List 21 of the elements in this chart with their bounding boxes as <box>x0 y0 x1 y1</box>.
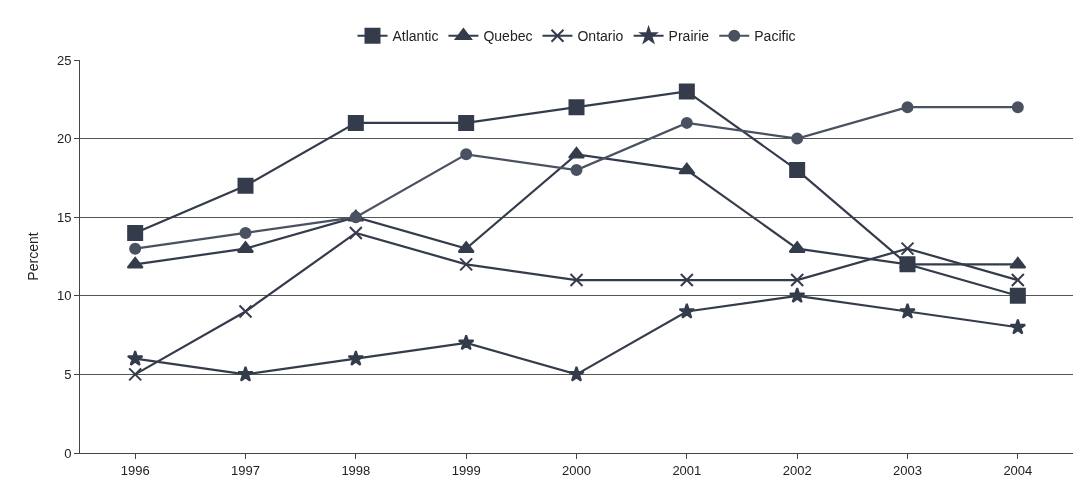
x-tick-label: 2004 <box>1003 462 1033 478</box>
x-tick-label: 1997 <box>231 462 260 478</box>
x-tick-label: 2003 <box>893 462 922 478</box>
y-tick-label: 15 <box>56 209 72 225</box>
legend-label: Ontario <box>577 28 624 45</box>
y-tick-label: 5 <box>64 366 72 382</box>
y-tick-label: 20 <box>56 131 72 147</box>
x-tick-label: 2002 <box>782 462 812 478</box>
y-tick-label: 0 <box>64 445 72 461</box>
y-axis-title: Percent <box>24 232 41 281</box>
y-tick-label: 10 <box>56 288 72 304</box>
legend-label: Prairie <box>668 28 710 45</box>
legend-label: Quebec <box>483 28 533 45</box>
x-tick-label: 1996 <box>120 462 150 478</box>
x-tick-label: 2000 <box>562 462 591 478</box>
y-tick-label: 25 <box>56 52 72 68</box>
x-tick-label: 1998 <box>341 462 371 478</box>
legend-label: Pacific <box>754 28 796 45</box>
x-tick-label: 2001 <box>672 462 702 478</box>
legend-label: Atlantic <box>392 28 439 45</box>
x-tick-label: 1999 <box>451 462 481 478</box>
